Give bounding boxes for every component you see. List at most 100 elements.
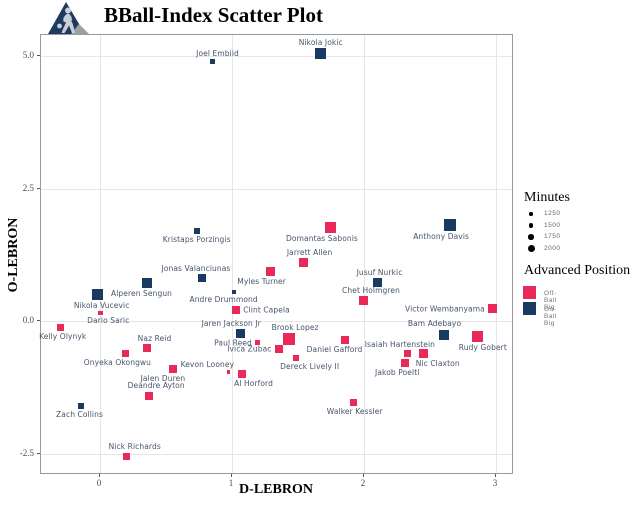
x-tick-mark bbox=[231, 474, 232, 477]
scatter-point bbox=[274, 345, 283, 354]
player-label: Walker Kessler bbox=[326, 406, 383, 416]
gridline-x bbox=[496, 35, 497, 473]
legend-color-title: Advanced Position bbox=[524, 263, 631, 278]
scatter-point bbox=[141, 277, 152, 288]
player-label: Jaren Jackson Jr bbox=[201, 318, 261, 328]
x-tick-mark bbox=[495, 474, 496, 477]
x-axis-title: D-LEBRON bbox=[239, 482, 313, 497]
scatter-point bbox=[121, 350, 129, 358]
player-label: Nikola Vucevic bbox=[73, 300, 130, 310]
player-label: Paul Reed bbox=[214, 338, 252, 348]
gridline-y bbox=[41, 56, 512, 57]
scatter-point bbox=[226, 370, 231, 374]
x-tick-mark bbox=[99, 474, 100, 477]
y-tick-label: 0.0 bbox=[22, 315, 34, 325]
scatter-point bbox=[254, 340, 260, 346]
player-label: Kristaps Porzingis bbox=[162, 234, 231, 244]
scatter-point bbox=[232, 305, 241, 314]
player-label: Onyeka Okongwu bbox=[83, 358, 152, 368]
y-tick-mark bbox=[37, 320, 40, 321]
y-tick-mark bbox=[37, 55, 40, 56]
scatter-point bbox=[98, 310, 103, 316]
y-tick-mark bbox=[37, 187, 40, 189]
scatter-point bbox=[419, 349, 429, 359]
logo-gray-triangle bbox=[71, 24, 89, 34]
scatter-point bbox=[145, 391, 154, 400]
player-label: Deandre Ayton bbox=[127, 381, 185, 391]
scatter-point bbox=[266, 267, 276, 277]
scatter-point bbox=[404, 350, 412, 358]
scatter-point bbox=[210, 59, 216, 65]
basketball-player-silhouette bbox=[57, 7, 75, 33]
scatter-point bbox=[373, 278, 383, 288]
y-tick-label: -2.5 bbox=[19, 447, 34, 458]
legend-minutes-label: 1500 bbox=[544, 221, 561, 229]
player-label: Jarrett Allen bbox=[286, 247, 333, 257]
player-label: Zach Collins bbox=[56, 409, 103, 419]
scatter-point bbox=[315, 48, 327, 60]
gridline-y bbox=[41, 453, 512, 455]
scatter-point bbox=[299, 258, 309, 268]
player-label: Dereck Lively II bbox=[280, 362, 340, 372]
x-tick-label: 0 bbox=[96, 478, 102, 488]
scatter-point bbox=[168, 364, 177, 373]
legend-minutes-label: 2000 bbox=[544, 244, 561, 252]
scatter-point bbox=[235, 329, 245, 339]
scatter-point bbox=[324, 221, 336, 233]
scatter-point bbox=[197, 274, 206, 283]
gridline-x bbox=[232, 35, 233, 473]
y-axis-title: O-LEBRON bbox=[6, 217, 21, 293]
player-label: Isaiah Hartenstein bbox=[364, 339, 436, 349]
scatter-point bbox=[92, 288, 104, 300]
x-tick-label: 2 bbox=[360, 478, 366, 488]
player-label: Bam Adebayo bbox=[407, 319, 462, 329]
player-label: Brook Lopez bbox=[271, 322, 319, 332]
player-label: Andre Drummond bbox=[189, 294, 258, 304]
player-label: Chet Holmgren bbox=[342, 285, 400, 295]
player-label: Victor Wembanyama bbox=[405, 304, 485, 314]
y-tick-mark bbox=[37, 452, 40, 454]
player-label: Daniel Gafford bbox=[306, 345, 363, 355]
player-label: Alperen Sengun bbox=[110, 288, 173, 298]
player-label: Al Horford bbox=[234, 379, 273, 389]
x-tick-mark bbox=[363, 474, 364, 477]
scatter-point bbox=[283, 333, 296, 346]
player-label: Kevon Looney bbox=[180, 359, 235, 369]
player-label: Nic Claxton bbox=[415, 359, 460, 369]
y-tick-label: 2.5 bbox=[22, 182, 34, 193]
player-label: Joel Embiid bbox=[196, 48, 239, 58]
scatter-point bbox=[123, 452, 131, 460]
scatter-point bbox=[472, 331, 484, 343]
player-label: Jakob Poeltl bbox=[375, 367, 420, 377]
scatter-point bbox=[57, 324, 65, 332]
legend-position-swatch bbox=[523, 286, 536, 299]
gridline-x bbox=[100, 35, 101, 473]
player-label: Anthony Davis bbox=[413, 232, 470, 242]
scatter-point bbox=[237, 370, 246, 379]
scatter-point bbox=[401, 358, 410, 367]
legend-minutes-dot bbox=[528, 223, 534, 228]
legend-position-label: Off-Ball Big bbox=[544, 290, 557, 311]
scatter-point bbox=[438, 329, 449, 340]
player-label: Domantas Sabonis bbox=[286, 233, 358, 243]
scatter-point bbox=[487, 304, 497, 314]
x-tick-label: 3 bbox=[492, 478, 498, 488]
scatter-point bbox=[444, 219, 457, 232]
plot-panel bbox=[40, 34, 513, 474]
player-label: Jonas Valanciunas bbox=[161, 263, 231, 273]
player-label: Nikola Jokic bbox=[298, 37, 343, 47]
player-label: Rudy Gobert bbox=[458, 343, 507, 353]
player-label: Ivica Zubac bbox=[227, 344, 272, 354]
player-label: Myles Turner bbox=[237, 277, 286, 287]
scatter-point bbox=[350, 398, 358, 406]
scatter-point bbox=[340, 336, 349, 345]
legend-minutes-dot bbox=[529, 212, 533, 216]
player-label: Kelly Olynyk bbox=[39, 332, 87, 342]
scatter-point bbox=[193, 227, 200, 234]
legend-minutes-label: 1750 bbox=[544, 233, 561, 240]
scatter-point bbox=[77, 402, 84, 409]
legend-minutes-dot bbox=[528, 234, 534, 240]
player-label: Naz Reid bbox=[137, 333, 172, 343]
